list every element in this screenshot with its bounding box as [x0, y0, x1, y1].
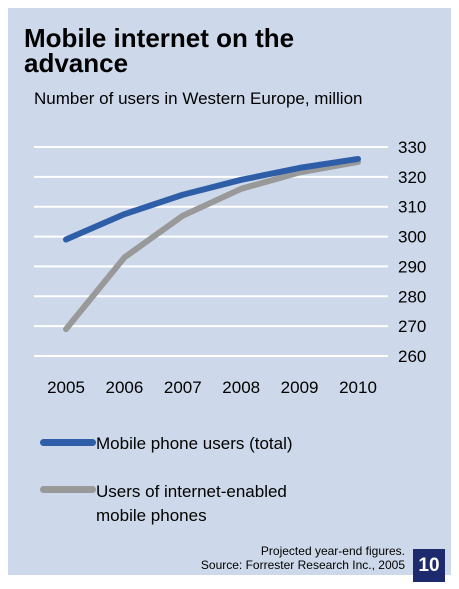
legend-swatch-mobile-users	[40, 439, 96, 446]
chart-title: Mobile internet on the advance	[24, 23, 295, 78]
chart-panel	[8, 8, 451, 575]
y-tick-label-290: 290	[398, 257, 426, 276]
y-tick-label-320: 320	[398, 168, 426, 187]
series-line-mobile-users	[63, 155, 361, 243]
y-tick-label-260: 260	[398, 347, 426, 366]
line-chart: 330 320 310 300 290 280 270 260 2005 2006 2007 2008…	[34, 138, 426, 397]
y-tick-label-300: 300	[398, 228, 426, 247]
y-tick-label-310: 310	[398, 198, 426, 217]
x-tick-label-2007: 2007	[164, 378, 202, 397]
footnote-source: Source: Forrester Research Inc., 2005	[200, 558, 405, 572]
chart-subtitle: Number of users in Western Europe, milli…	[34, 89, 363, 108]
x-tick-label-2009: 2009	[281, 378, 319, 397]
series-line-internet-users	[63, 158, 361, 333]
x-tick-label-2010: 2010	[339, 378, 377, 397]
legend-label-internet-users: Users of internet-enabled mobile phones	[96, 482, 287, 525]
legend-swatch-internet-users	[40, 486, 96, 493]
legend-label-mobile-users: Mobile phone users (total)	[96, 434, 293, 453]
x-tick-label-2008: 2008	[222, 378, 260, 397]
x-tick-label-2006: 2006	[105, 378, 143, 397]
footnote: Projected year-end figures. Source: Forr…	[201, 544, 405, 572]
y-tick-label-280: 280	[398, 287, 426, 306]
y-tick-label-270: 270	[398, 317, 426, 336]
page-number-badge: 10	[413, 549, 445, 582]
y-tick-label-330: 330	[398, 138, 426, 157]
footnote-line-1: Projected year-end figures.	[260, 544, 405, 558]
x-tick-label-2005: 2005	[47, 378, 85, 397]
